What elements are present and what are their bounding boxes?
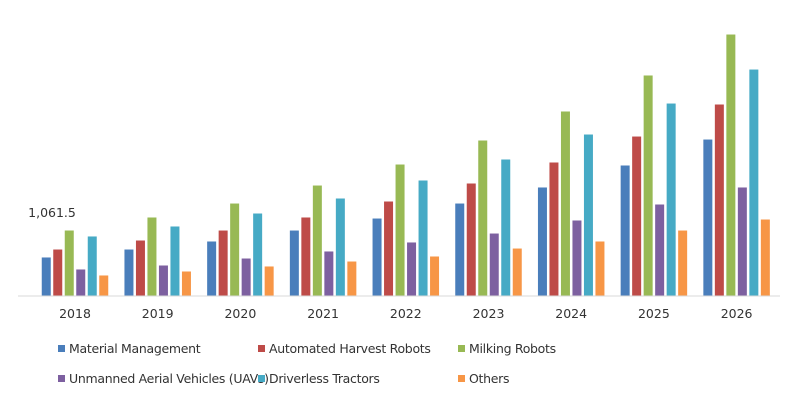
x-tick-label: 2021: [307, 306, 339, 321]
bar-2022-4: [418, 180, 428, 296]
bar-2023-5: [512, 248, 522, 296]
x-tick-label: 2020: [224, 306, 256, 321]
x-tick-label: 2018: [59, 306, 91, 321]
bar-2021-2: [312, 185, 322, 296]
bar-2020-4: [253, 213, 263, 296]
bar-2025-4: [666, 103, 676, 296]
bar-2020-0: [207, 241, 217, 296]
bar-2024-1: [549, 162, 559, 296]
bar-2025-5: [678, 230, 688, 296]
x-tick-label: 2025: [638, 306, 670, 321]
bar-2026-2: [726, 34, 736, 296]
bar-2018-1: [53, 249, 63, 296]
bar-2022-3: [407, 242, 417, 296]
bar-2020-5: [264, 266, 274, 296]
bar-2023-3: [489, 233, 499, 296]
bar-2019-0: [124, 249, 134, 296]
bar-2021-4: [335, 198, 345, 296]
bar-2019-1: [135, 240, 145, 296]
bar-2019-3: [158, 265, 168, 296]
bar-2019-4: [170, 226, 180, 296]
x-tick-label: 2022: [390, 306, 422, 321]
bar-2020-1: [218, 230, 228, 296]
bar-2022-5: [430, 256, 440, 296]
x-tick-label: 2019: [142, 306, 174, 321]
bar-2023-4: [501, 159, 511, 296]
bar-2020-3: [241, 258, 251, 296]
bar-2025-0: [620, 165, 630, 296]
x-tick-label: 2024: [555, 306, 587, 321]
bar-2025-2: [643, 75, 653, 296]
bar-2021-5: [347, 261, 357, 296]
bar-2026-5: [760, 219, 770, 296]
bar-2018-0: [41, 257, 51, 296]
bar-2022-0: [372, 218, 382, 296]
bar-2023-2: [478, 140, 488, 296]
bar-2021-1: [301, 217, 311, 296]
bar-2018-3: [76, 269, 86, 296]
bar-2021-3: [324, 251, 334, 296]
bar-2026-3: [737, 187, 747, 296]
bar-2023-0: [455, 203, 465, 296]
bar-2026-4: [749, 69, 759, 296]
bar-2024-2: [560, 111, 570, 296]
bar-2019-2: [147, 217, 157, 296]
bar-2026-0: [703, 139, 713, 296]
bar-2026-1: [714, 104, 724, 296]
bar-2020-2: [230, 203, 240, 296]
bar-2024-3: [572, 220, 582, 296]
bar-2024-5: [595, 241, 605, 296]
bar-2018-5: [99, 275, 109, 296]
bar-2022-1: [384, 201, 394, 296]
bar-2018-2: [64, 230, 74, 296]
bar-2023-1: [466, 183, 476, 296]
bar-2025-1: [632, 136, 642, 296]
bar-2024-4: [583, 134, 593, 296]
data-label: 1,061.5: [28, 205, 76, 220]
x-tick-label: 2026: [721, 306, 753, 321]
bar-2018-4: [87, 236, 97, 296]
bar-2024-0: [537, 187, 547, 296]
x-tick-label: 2023: [473, 306, 505, 321]
bar-2022-2: [395, 164, 405, 296]
bar-2019-5: [181, 271, 191, 296]
bar-2021-0: [289, 230, 299, 296]
bar-2025-3: [655, 204, 665, 296]
